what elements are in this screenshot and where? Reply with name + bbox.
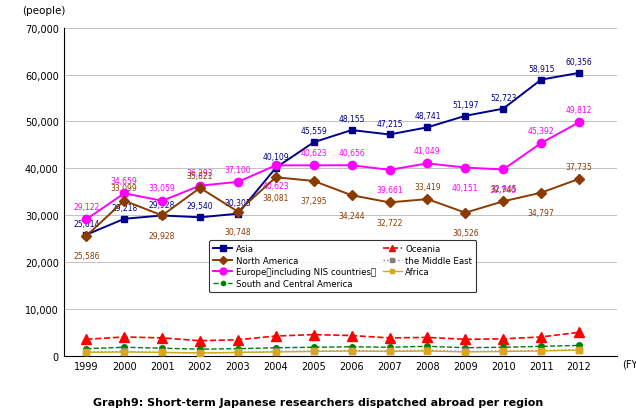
Text: 25,586: 25,586 (73, 252, 100, 261)
Text: 37,100: 37,100 (225, 165, 251, 174)
Text: 32,722: 32,722 (377, 218, 403, 227)
Text: 37,735: 37,735 (565, 162, 592, 171)
Text: 30,526: 30,526 (452, 228, 479, 237)
Text: 39,746: 39,746 (490, 185, 516, 194)
Text: 48,155: 48,155 (338, 115, 365, 124)
Text: 29,928: 29,928 (149, 200, 176, 209)
Text: (people): (people) (22, 6, 66, 16)
Text: 40,109: 40,109 (263, 153, 289, 162)
Text: 45,559: 45,559 (300, 127, 327, 136)
Text: 30,748: 30,748 (225, 227, 251, 236)
Text: 34,244: 34,244 (338, 211, 365, 220)
Text: 25,814: 25,814 (73, 219, 99, 228)
Text: 33,419: 33,419 (414, 182, 441, 191)
Text: 36,293: 36,293 (187, 169, 213, 178)
Text: 29,540: 29,540 (187, 202, 213, 211)
Text: 49,812: 49,812 (566, 106, 592, 115)
Text: 60,356: 60,356 (565, 58, 592, 67)
Text: 37,295: 37,295 (300, 197, 327, 206)
Text: 58,915: 58,915 (528, 65, 555, 74)
Text: 33,099: 33,099 (111, 184, 137, 193)
Text: 41,049: 41,049 (414, 147, 441, 156)
Text: 33,059: 33,059 (149, 184, 176, 193)
Text: 34,797: 34,797 (528, 209, 555, 218)
Text: (FY): (FY) (623, 359, 636, 369)
Text: 32,945: 32,945 (490, 184, 516, 193)
Text: 48,741: 48,741 (414, 112, 441, 121)
Text: 29,122: 29,122 (73, 202, 99, 211)
Text: 29,218: 29,218 (111, 203, 137, 212)
Text: 45,392: 45,392 (528, 126, 555, 135)
Text: 40,656: 40,656 (338, 148, 365, 157)
Text: 39,661: 39,661 (377, 186, 403, 195)
Legend: Asia, North America, Europe（including NIS countries）, South and Central America,: Asia, North America, Europe（including NI… (209, 240, 476, 292)
Text: 30,305: 30,305 (225, 198, 251, 207)
Text: Graph9: Short-term Japanese researchers dispatched abroad per region: Graph9: Short-term Japanese researchers … (93, 397, 543, 407)
Text: 52,723: 52,723 (490, 94, 516, 103)
Text: 47,215: 47,215 (377, 119, 403, 128)
Text: 34,659: 34,659 (111, 177, 137, 186)
Text: 40,151: 40,151 (452, 183, 478, 192)
Text: 40,623: 40,623 (263, 181, 289, 190)
Text: 29,928: 29,928 (149, 231, 176, 240)
Text: 51,197: 51,197 (452, 101, 478, 110)
Text: 38,081: 38,081 (263, 193, 289, 202)
Text: 40,623: 40,623 (300, 148, 327, 157)
Text: 35,821: 35,821 (187, 171, 213, 180)
